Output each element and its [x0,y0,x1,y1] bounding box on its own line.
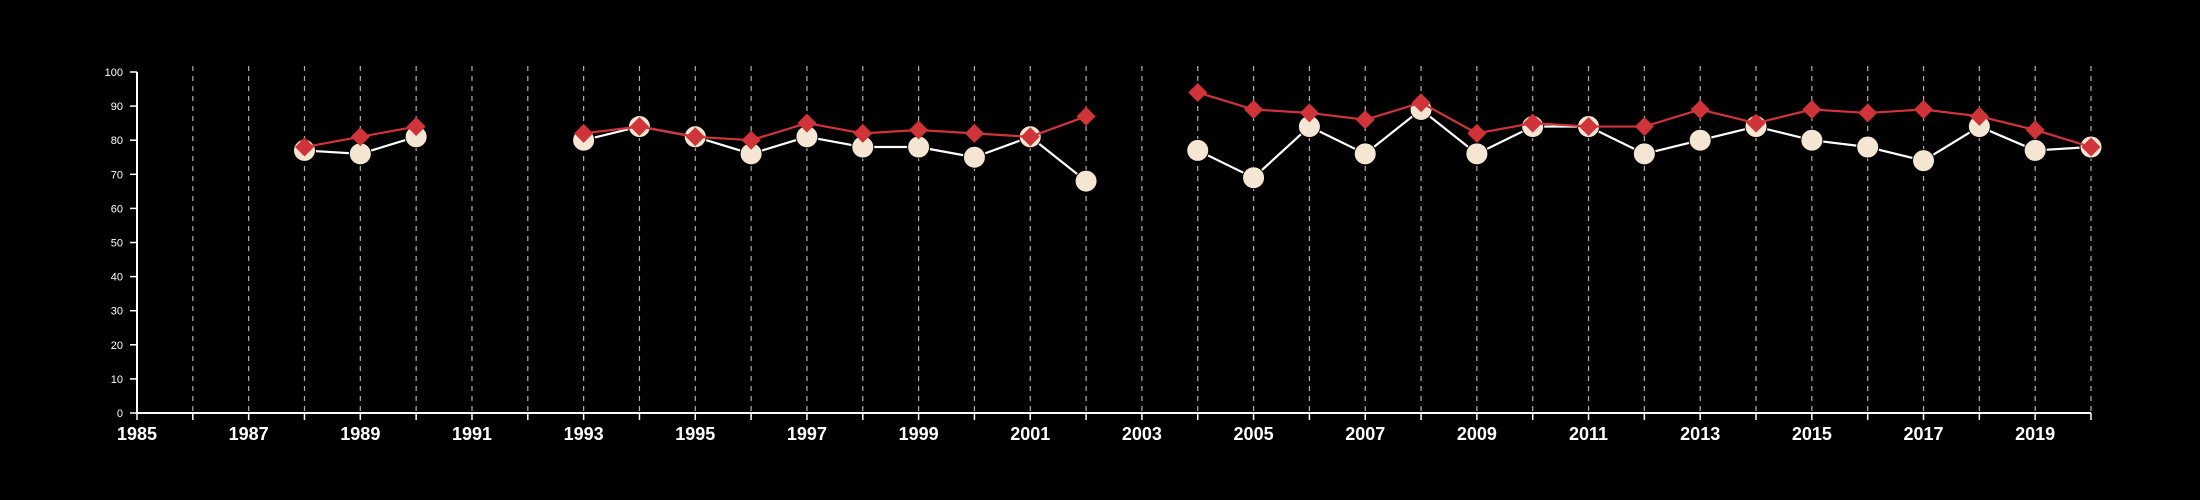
diamond-point-2020 [2081,137,2101,157]
series-diamonds-line-segment-1 [583,115,1087,142]
diamond-point-1999 [909,120,929,140]
x-tick-label-1985: 1985 [117,424,157,444]
diamond-point-1993 [574,123,594,143]
diamond-point-1996 [741,130,761,150]
diamond-point-2011 [1579,117,1599,137]
diamond-point-2012 [1634,117,1654,137]
diamond-point-2002 [1076,106,1096,126]
y-tick-label-50: 50 [111,238,123,250]
circle-point-2002 [1074,169,1098,193]
circle-point-2012 [1632,142,1656,166]
x-tick-label-2001: 2001 [1010,424,1050,444]
diamond-point-1998 [853,123,873,143]
diamond-point-2019 [2025,120,2045,140]
circle-point-2013 [1688,128,1712,152]
series-diamonds [294,82,2101,157]
diamond-point-2001 [1020,127,1040,147]
y-tick-label-60: 60 [111,203,123,215]
diamond-point-2013 [1690,100,1710,120]
diamond-point-1997 [797,113,817,133]
diamond-point-2008 [1411,93,1431,113]
diamond-point-1989 [350,127,370,147]
x-tick-label-2003: 2003 [1122,424,1162,444]
x-tick-label-1989: 1989 [340,424,380,444]
diamond-point-2016 [1858,103,1878,123]
y-tick-label-0: 0 [117,408,123,420]
y-tick-label-100: 100 [105,67,123,79]
diamond-point-1995 [685,127,705,147]
series-layer [292,82,2103,193]
y-tick-label-20: 20 [111,340,123,352]
x-tick-label-2011: 2011 [1569,424,1608,444]
x-tick-label-2009: 2009 [1457,424,1497,444]
diamond-point-2006 [1299,103,1319,123]
x-tick-label-2007: 2007 [1345,424,1385,444]
circle-point-2019 [2023,138,2047,162]
x-tick-label-2015: 2015 [1792,424,1832,444]
circle-point-2007 [1353,142,1377,166]
circle-point-2004 [1186,138,1210,162]
diamond-point-2018 [1969,106,1989,126]
diamond-point-2004 [1188,82,1208,102]
circle-point-2015 [1800,128,1824,152]
diamond-point-2000 [964,123,984,143]
diamond-point-2009 [1467,123,1487,143]
circle-point-2017 [1912,149,1936,173]
circle-point-2000 [962,145,986,169]
diamond-point-2014 [1746,113,1766,133]
x-tick-label-1987: 1987 [229,424,269,444]
x-tick-label-2019: 2019 [2015,424,2055,444]
y-tick-label-90: 90 [111,101,123,113]
diamond-point-1990 [406,117,426,137]
circle-point-2005 [1242,166,1266,190]
x-tick-label-1999: 1999 [899,424,939,444]
diamond-point-2017 [1914,100,1934,120]
y-tick-label-30: 30 [111,306,123,318]
circle-point-2009 [1465,142,1489,166]
y-tick-label-70: 70 [111,169,123,181]
x-tick-label-1993: 1993 [564,424,604,444]
x-tick-label-2017: 2017 [1903,424,1943,444]
diamond-point-2005 [1244,100,1264,120]
y-tick-label-80: 80 [111,135,123,147]
diamond-point-2010 [1523,113,1543,133]
diamond-point-1988 [294,137,314,157]
x-tick-label-1991: 1991 [452,424,492,444]
y-tick-label-10: 10 [111,374,123,386]
diamond-point-2015 [1802,100,1822,120]
x-tick-label-1997: 1997 [787,424,827,444]
x-tick-label-2005: 2005 [1234,424,1274,444]
axes [130,71,2092,420]
x-tick-label-1995: 1995 [675,424,715,444]
tick-labels: 0 10 20 30 40 50 60 70 80 90 100 1985 1987 1989 1991 19… [105,67,2056,444]
x-tick-label-2013: 2013 [1680,424,1720,444]
circle-point-2016 [1856,135,1880,159]
diamond-point-1994 [629,117,649,137]
diamond-point-2007 [1355,110,1375,130]
y-tick-label-40: 40 [111,272,123,284]
vertical-gridlines [192,66,2092,413]
